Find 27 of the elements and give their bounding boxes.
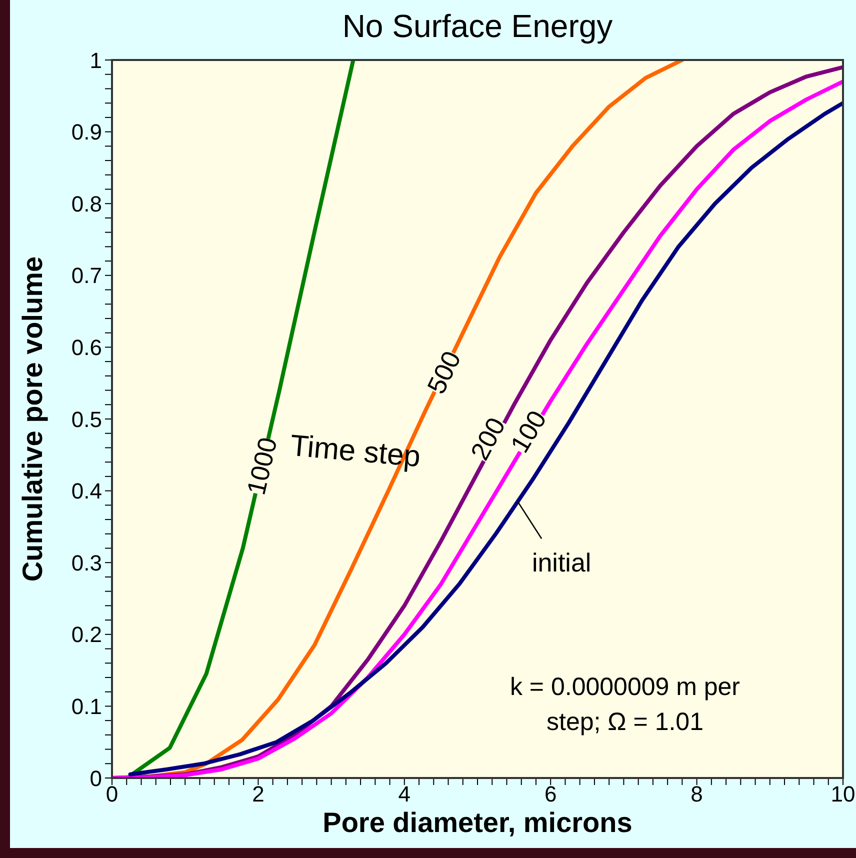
series-label: initial bbox=[532, 548, 592, 578]
annotation: k = 0.0000009 m per step; Ω = 1.01 bbox=[508, 672, 742, 738]
x-tick-label: 4 bbox=[398, 782, 411, 807]
x-tick-label: 0 bbox=[106, 782, 118, 807]
y-tick-label: 0.7 bbox=[71, 263, 102, 288]
y-tick-label: 0.4 bbox=[71, 478, 102, 504]
y-tick-label: 0.1 bbox=[71, 694, 102, 720]
text: 100 bbox=[504, 405, 552, 458]
x-tick-label: 10 bbox=[830, 782, 856, 807]
y-tick-label: 0.5 bbox=[71, 406, 102, 432]
annotation: Time step bbox=[288, 429, 422, 475]
x-axis-title: Pore diameter, microns bbox=[322, 807, 632, 838]
y-axis-title: Cumulative pore volume bbox=[17, 256, 48, 582]
y-tick-label: 0.8 bbox=[71, 191, 102, 216]
x-tick-label: 8 bbox=[690, 782, 703, 807]
y-tick-label: 0.2 bbox=[71, 622, 102, 648]
y-tick-label: 0.9 bbox=[71, 120, 102, 145]
y-tick-label: 0.6 bbox=[71, 335, 102, 360]
x-tick-label: 2 bbox=[252, 782, 264, 807]
y-tick-label: 0.3 bbox=[71, 550, 102, 576]
text: 500 bbox=[420, 346, 467, 398]
text: 1000 bbox=[240, 434, 283, 498]
text: 200 bbox=[464, 412, 512, 465]
chart-title: No Surface Energy bbox=[341, 8, 614, 45]
y-tick-label: 0 bbox=[90, 766, 102, 791]
y-tick-label: 1 bbox=[90, 48, 102, 73]
x-tick-label: 6 bbox=[544, 782, 557, 807]
